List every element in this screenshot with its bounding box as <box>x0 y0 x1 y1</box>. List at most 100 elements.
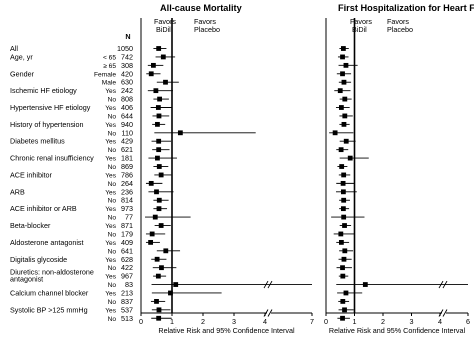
row-subgroup-label: No <box>108 316 117 323</box>
row-category-label: All <box>10 44 18 53</box>
risk-estimate-marker <box>340 54 345 60</box>
row-subgroup-label: No <box>108 231 117 238</box>
row-n-value: 742 <box>121 52 133 61</box>
risk-estimate-marker <box>177 130 183 136</box>
row-subgroup-label: No <box>108 248 117 255</box>
risk-estimate-marker <box>338 105 344 110</box>
row-subgroup-label: Female <box>94 71 116 78</box>
row-n-value: 242 <box>121 86 133 95</box>
row-labels: N All 1050 Age, yr < 65 742 ≥ 65 308 Gender Femal… <box>10 32 133 323</box>
n-column-header: N <box>125 32 130 41</box>
risk-estimate-marker <box>340 71 345 77</box>
row-category-label: Aldosterone antagonist <box>10 238 84 247</box>
row-subgroup-label: Yes <box>105 223 116 230</box>
row-subgroup-label: Yes <box>105 139 116 146</box>
risk-estimate-marker <box>156 315 162 321</box>
risk-estimate-marker <box>154 256 160 262</box>
x-tick-label: 6 <box>466 317 470 326</box>
row-n-value: 1050 <box>117 44 133 53</box>
risk-estimate-marker <box>152 214 158 220</box>
row-n-value: 973 <box>121 204 133 213</box>
row-category-label: ACE inhibitor or ARB <box>10 204 77 213</box>
row-category-label: Calcium channel blocker <box>10 288 89 297</box>
row-subgroup-label: Yes <box>105 307 116 314</box>
risk-estimate-marker <box>338 239 344 245</box>
risk-estimate-marker <box>156 206 162 212</box>
risk-estimate-marker <box>153 88 159 94</box>
row-subgroup-label: Yes <box>105 156 116 163</box>
risk-estimate-marker <box>163 79 168 85</box>
axis-break-mark <box>442 309 448 317</box>
risk-estimate-marker <box>341 121 347 127</box>
risk-estimate-marker <box>156 138 162 144</box>
row-subgroup-label: Yes <box>105 257 116 264</box>
risk-estimate-marker <box>342 96 348 102</box>
row-n-value: 628 <box>121 255 133 264</box>
risk-estimate-marker <box>340 265 345 271</box>
row-subgroup-label: Yes <box>105 122 116 129</box>
x-tick-label: 4 <box>438 317 442 326</box>
x-tick-label: 1 <box>170 317 174 326</box>
row-n-value: 429 <box>121 137 133 146</box>
row-n-value: 644 <box>121 111 133 120</box>
ci-break-mark <box>442 280 448 289</box>
row-subgroup-label: No <box>108 181 117 188</box>
ci-break-mark <box>267 280 273 289</box>
risk-estimate-marker <box>340 189 346 195</box>
row-subgroup-label: No <box>108 282 117 289</box>
risk-estimate-marker <box>148 239 154 245</box>
risk-estimate-marker <box>340 273 346 279</box>
x-tick-label: 2 <box>381 317 385 326</box>
risk-estimate-marker <box>155 105 161 110</box>
row-subgroup-label: Yes <box>105 206 116 213</box>
x-axis-label: Relative Risk and 95% Confidence Interva… <box>158 326 295 335</box>
row-subgroup-label: No <box>108 299 117 306</box>
x-tick-label: 1 <box>353 317 357 326</box>
row-category-label-line2: antagonist <box>10 275 43 284</box>
risk-estimate-marker <box>340 46 346 51</box>
row-n-value: 110 <box>122 128 133 137</box>
risk-estimate-marker <box>148 180 154 186</box>
row-n-value: 420 <box>121 69 133 78</box>
risk-estimate-marker <box>340 180 346 186</box>
row-n-value: 837 <box>121 297 133 306</box>
row-category-label: ACE inhibitor <box>10 170 53 179</box>
row-category-label: Gender <box>10 69 35 78</box>
risk-estimate-marker <box>155 155 160 161</box>
x-axis-label: Relative Risk and 95% Confidence Interva… <box>329 326 466 335</box>
panel-title: All-cause Mortality <box>160 3 243 13</box>
risk-estimate-marker <box>341 256 347 262</box>
row-category-label: Diabetes mellitus <box>10 137 65 146</box>
row-category-label: Chronic renal insufficiency <box>10 154 94 163</box>
risk-estimate-marker <box>148 71 154 77</box>
favors-bidil-label-line2: BiDil <box>352 25 367 34</box>
row-n-value: 967 <box>121 272 133 281</box>
ci-break-mark <box>438 280 444 289</box>
row-n-value: 630 <box>121 78 133 87</box>
row-subgroup-label: No <box>108 113 117 120</box>
row-n-value: 308 <box>121 61 133 70</box>
row-subgroup-label: Yes <box>105 105 116 112</box>
risk-estimate-marker <box>163 248 169 254</box>
risk-estimate-marker <box>160 54 166 60</box>
risk-estimate-marker <box>337 88 343 94</box>
risk-estimate-marker <box>339 164 345 169</box>
row-n-value: 786 <box>121 170 133 179</box>
risk-estimate-marker <box>168 290 173 296</box>
row-n-value: 264 <box>121 179 133 188</box>
row-n-value: 406 <box>121 103 133 112</box>
row-subgroup-label: No <box>108 147 117 154</box>
row-category-label: Age, yr <box>10 52 33 61</box>
risk-estimate-marker <box>342 307 347 313</box>
favors-placebo-label-line2: Placebo <box>387 25 413 34</box>
risk-estimate-marker <box>156 46 162 51</box>
row-n-value: 871 <box>121 221 133 230</box>
row-subgroup-label: Yes <box>105 88 116 95</box>
favors-bidil-label-line2: BiDil <box>156 25 171 34</box>
row-n-value: 537 <box>121 305 133 314</box>
row-subgroup-label: No <box>108 265 117 272</box>
row-n-value: 236 <box>121 187 133 196</box>
favors-placebo-label: Favors <box>387 17 409 26</box>
row-subgroup-label: < 65 <box>103 54 116 61</box>
